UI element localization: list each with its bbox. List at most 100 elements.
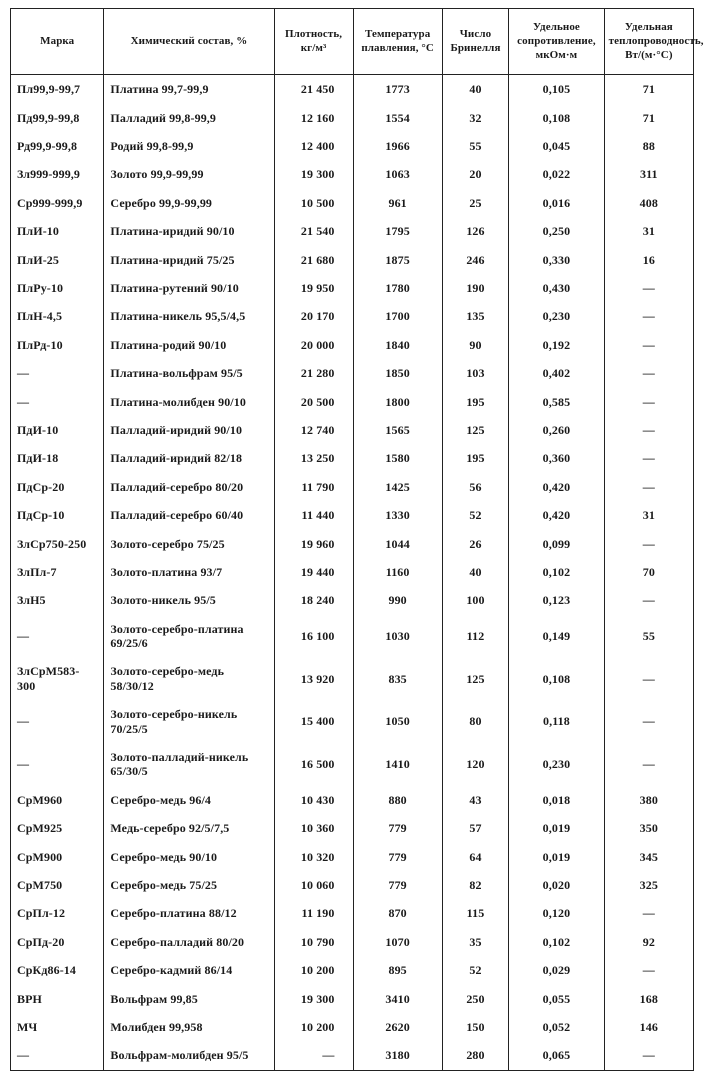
cell-conductivity: — <box>604 359 693 387</box>
cell-melting: 1160 <box>353 558 442 586</box>
cell-composition: Серебро-платина 88/12 <box>104 899 274 927</box>
cell-conductivity: — <box>604 956 693 984</box>
cell-melting: 1780 <box>353 274 442 302</box>
cell-mark: ПдСр-20 <box>11 473 104 501</box>
table-row: СрПл-12Серебро-платина 88/1211 190870115… <box>11 899 694 927</box>
cell-composition: Медь-серебро 92/5/7,5 <box>104 814 274 842</box>
cell-conductivity: 311 <box>604 160 693 188</box>
cell-melting: 835 <box>353 657 442 700</box>
cell-composition: Золото-платина 93/7 <box>104 558 274 586</box>
table-row: ЗлПл-7Золото-платина 93/719 4401160400,1… <box>11 558 694 586</box>
cell-brinell: 20 <box>442 160 508 188</box>
cell-brinell: 90 <box>442 331 508 359</box>
cell-composition: Платина-иридий 75/25 <box>104 246 274 274</box>
cell-density: 21 680 <box>274 246 353 274</box>
table-row: ЗлСрМ583-300Золото-серебро-медь 58/30/12… <box>11 657 694 700</box>
cell-conductivity: — <box>604 302 693 330</box>
cell-resistance: 0,108 <box>509 657 604 700</box>
cell-resistance: 0,102 <box>509 928 604 956</box>
col-header-res: Удельное сопротивление, мкОм·м <box>509 9 604 75</box>
cell-resistance: 0,020 <box>509 871 604 899</box>
cell-composition: Золото-серебро-никель 70/25/5 <box>104 700 274 743</box>
cell-brinell: 52 <box>442 501 508 529</box>
col-header-comp: Химический состав, % <box>104 9 274 75</box>
cell-density: 19 960 <box>274 530 353 558</box>
cell-brinell: 280 <box>442 1041 508 1070</box>
cell-density: 10 060 <box>274 871 353 899</box>
cell-resistance: 0,029 <box>509 956 604 984</box>
cell-brinell: 195 <box>442 388 508 416</box>
cell-density: 13 250 <box>274 444 353 472</box>
cell-mark: Пл99,9-99,7 <box>11 75 104 104</box>
cell-density: 13 920 <box>274 657 353 700</box>
cell-mark: ПдСр-10 <box>11 501 104 529</box>
cell-melting: 1030 <box>353 615 442 658</box>
table-row: ВРНВольфрам 99,8519 30034102500,055168 <box>11 985 694 1013</box>
cell-conductivity: — <box>604 331 693 359</box>
cell-resistance: 0,149 <box>509 615 604 658</box>
cell-composition: Золото-серебро-платина 69/25/6 <box>104 615 274 658</box>
cell-conductivity: 70 <box>604 558 693 586</box>
cell-brinell: 40 <box>442 75 508 104</box>
cell-melting: 1580 <box>353 444 442 472</box>
cell-resistance: 0,118 <box>509 700 604 743</box>
cell-composition: Золото-палладий-никель 65/30/5 <box>104 743 274 786</box>
col-header-cond: Удельная теплопроводность, Вт/(м·°С) <box>604 9 693 75</box>
cell-mark: Ср999-999,9 <box>11 189 104 217</box>
cell-resistance: 0,108 <box>509 104 604 132</box>
cell-conductivity: — <box>604 1041 693 1070</box>
table-row: ПдИ-10Палладий-иридий 90/1012 7401565125… <box>11 416 694 444</box>
cell-density: 18 240 <box>274 586 353 614</box>
cell-mark: СрПл-12 <box>11 899 104 927</box>
table-row: Ср999-999,9Серебро 99,9-99,9910 50096125… <box>11 189 694 217</box>
cell-conductivity: — <box>604 700 693 743</box>
cell-composition: Золото-серебро 75/25 <box>104 530 274 558</box>
cell-melting: 1840 <box>353 331 442 359</box>
cell-mark: ПдИ-10 <box>11 416 104 444</box>
cell-melting: 1700 <box>353 302 442 330</box>
cell-composition: Серебро-медь 96/4 <box>104 786 274 814</box>
cell-conductivity: — <box>604 444 693 472</box>
cell-density: 12 400 <box>274 132 353 160</box>
cell-melting: 1063 <box>353 160 442 188</box>
cell-composition: Платина-молибден 90/10 <box>104 388 274 416</box>
cell-mark: Рд99,9-99,8 <box>11 132 104 160</box>
cell-melting: 1773 <box>353 75 442 104</box>
cell-brinell: 190 <box>442 274 508 302</box>
cell-mark: СрМ925 <box>11 814 104 842</box>
cell-resistance: 0,230 <box>509 743 604 786</box>
cell-conductivity: 88 <box>604 132 693 160</box>
cell-resistance: 0,585 <box>509 388 604 416</box>
cell-conductivity: 408 <box>604 189 693 217</box>
cell-density: 19 440 <box>274 558 353 586</box>
cell-composition: Платина-никель 95,5/4,5 <box>104 302 274 330</box>
cell-composition: Платина-вольфрам 95/5 <box>104 359 274 387</box>
cell-melting: 1554 <box>353 104 442 132</box>
cell-density: 16 500 <box>274 743 353 786</box>
cell-density: 20 500 <box>274 388 353 416</box>
table-row: —Золото-серебро-платина 69/25/616 100103… <box>11 615 694 658</box>
cell-density: 11 440 <box>274 501 353 529</box>
cell-resistance: 0,123 <box>509 586 604 614</box>
cell-mark: — <box>11 615 104 658</box>
cell-mark: СрПд-20 <box>11 928 104 956</box>
cell-brinell: 52 <box>442 956 508 984</box>
cell-conductivity: — <box>604 274 693 302</box>
cell-resistance: 0,018 <box>509 786 604 814</box>
cell-conductivity: 345 <box>604 843 693 871</box>
cell-brinell: 43 <box>442 786 508 814</box>
cell-composition: Вольфрам-молибден 95/5 <box>104 1041 274 1070</box>
cell-density: 11 190 <box>274 899 353 927</box>
cell-composition: Палладий-иридий 90/10 <box>104 416 274 444</box>
cell-melting: 1875 <box>353 246 442 274</box>
cell-composition: Серебро-медь 75/25 <box>104 871 274 899</box>
cell-density: 10 430 <box>274 786 353 814</box>
cell-resistance: 0,105 <box>509 75 604 104</box>
cell-mark: — <box>11 1041 104 1070</box>
table-row: ПдСр-20Палладий-серебро 80/2011 79014255… <box>11 473 694 501</box>
cell-mark: Зл999-999,9 <box>11 160 104 188</box>
cell-melting: 1565 <box>353 416 442 444</box>
cell-density: — <box>274 1041 353 1070</box>
cell-resistance: 0,016 <box>509 189 604 217</box>
cell-brinell: 120 <box>442 743 508 786</box>
